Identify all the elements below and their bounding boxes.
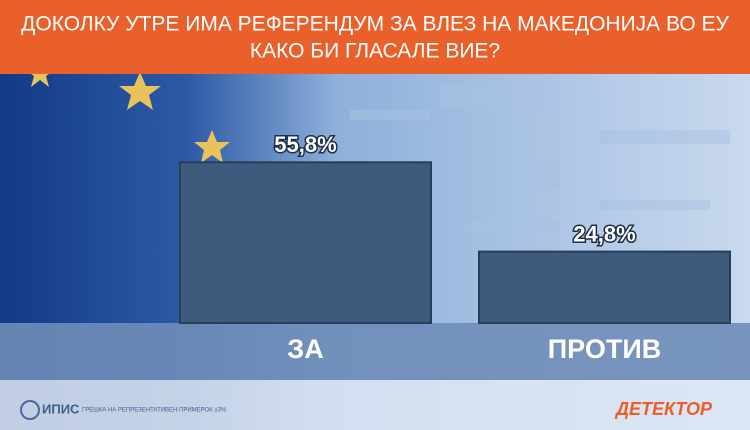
source-logo [20, 400, 40, 420]
bar [179, 161, 432, 324]
brand: ДЕТЕКТОР [614, 399, 713, 419]
source: ИПИС [42, 401, 80, 416]
footer-band [0, 380, 750, 430]
value-label: 24,8% [573, 221, 635, 246]
bar [478, 250, 731, 325]
value-label: 55,8% [274, 132, 336, 157]
note: ГРЕШКА НА РЕПРЕЗЕНТАТИВЕН ПРИМЕРОК ±3% [82, 408, 227, 414]
title-band [0, 0, 750, 74]
chart-title: КАКО БИ ГЛАСАЛЕ ВИЕ? [250, 40, 500, 63]
decor-stripes [350, 85, 730, 232]
x-tick-label: ЗА [287, 334, 323, 364]
category-band [0, 323, 750, 380]
chart-title: ДОКОЛКУ УТРЕ ИМА РЕФЕРЕНДУМ ЗА ВЛЕЗ НА М… [21, 13, 729, 36]
x-tick-label: ПРОТИВ [548, 334, 661, 364]
